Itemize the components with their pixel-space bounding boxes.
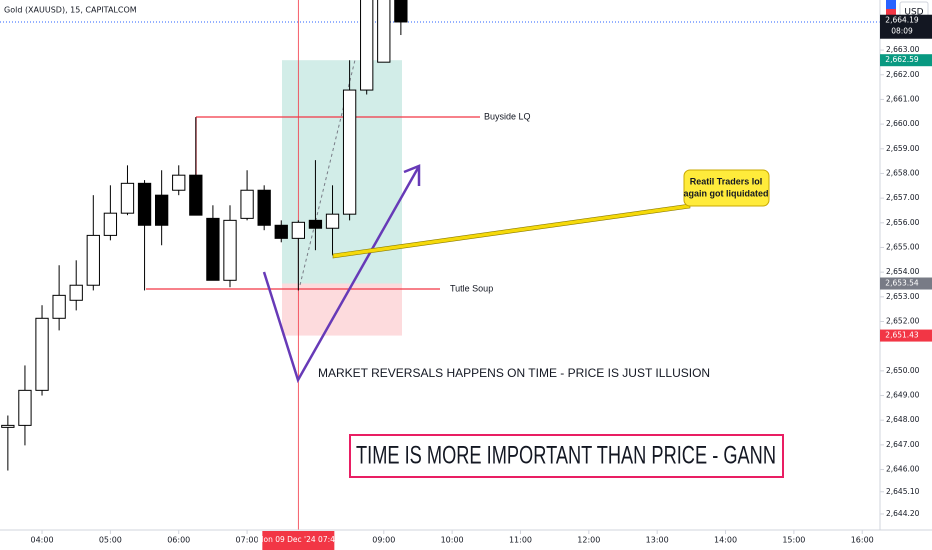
- current-price-bg: [880, 14, 932, 39]
- price-label: 2,662.59: [885, 55, 919, 64]
- candle-body: [154, 194, 169, 226]
- tutle-label: Tutle Soup: [450, 283, 493, 293]
- y-tick-label: 2,650.00: [886, 366, 920, 375]
- y-tick-label: 2,660.00: [886, 119, 920, 128]
- candle-body: [35, 317, 49, 391]
- buyside-label: Buyside LQ: [484, 111, 531, 121]
- price-label-bg: [880, 54, 932, 67]
- candle-body: [274, 224, 288, 239]
- candle-body: [86, 234, 100, 286]
- chart-title: Gold (XAUUSD), 15, CAPITALCOM: [4, 6, 137, 15]
- current-price: 2,664.19: [885, 16, 919, 25]
- reversal-text: MARKET REVERSALS HAPPENS ON TIME - PRICE…: [318, 366, 710, 380]
- x-tick-label: 07:00: [236, 536, 259, 545]
- gann-text: TIME IS MORE IMPORTANT THAN PRICE - GANN: [356, 442, 776, 470]
- arrow-head: [403, 164, 421, 186]
- x-tick-label: 14:00: [714, 536, 737, 545]
- target-zone: [282, 60, 402, 284]
- crosshair-label: Mon 09 Dec '24 07:45: [257, 535, 340, 544]
- ask-icon: [886, 0, 896, 9]
- candle-body: [52, 294, 66, 319]
- callout-box: [683, 169, 770, 207]
- x-tick-label: 16:00: [851, 536, 874, 545]
- price-label-bg: [880, 277, 932, 290]
- y-tick-label: 2,657.00: [886, 193, 920, 202]
- y-tick-label: 2,646.00: [886, 465, 920, 474]
- y-tick-label: 2,662.00: [886, 70, 920, 79]
- y-tick-label: 2,644.20: [886, 509, 920, 518]
- y-tick-label: 2,659.00: [886, 144, 920, 153]
- y-tick-label: 2,658.00: [886, 168, 920, 177]
- x-tick-label: 09:00: [372, 536, 395, 545]
- candle-body: [172, 174, 186, 191]
- x-tick-label: 12:00: [577, 536, 600, 545]
- candle-body: [223, 219, 237, 281]
- y-tick-label: 2,661.00: [886, 94, 920, 103]
- y-tick-label: 2,663.00: [886, 45, 920, 54]
- stop-zone: [282, 283, 402, 336]
- y-tick-label: 2,647.00: [886, 440, 920, 449]
- candle-body: [308, 219, 323, 229]
- y-tick-label: 2,645.10: [886, 487, 920, 496]
- candle-body: [257, 189, 271, 226]
- y-tick-label: 2,648.00: [886, 415, 920, 424]
- candle-body: [120, 182, 135, 214]
- callout-text: Reatil Traders lol: [690, 176, 763, 186]
- bid-icon: [886, 9, 896, 18]
- candle-body: [69, 284, 83, 301]
- x-tick-label: 05:00: [99, 536, 122, 545]
- candle-body: [103, 212, 118, 236]
- x-tick-label: 04:00: [31, 536, 54, 545]
- plot-area: [0, 0, 880, 530]
- y-tick-label: 2,655.00: [886, 242, 920, 251]
- candle-body: [240, 189, 254, 219]
- candle-body: [360, 0, 374, 91]
- y-tick-label: 2,654.00: [886, 267, 920, 276]
- countdown: 08:09: [891, 27, 913, 36]
- x-tick-label: 15:00: [782, 536, 805, 545]
- candle-body: [1, 424, 15, 428]
- candle-body: [137, 182, 152, 226]
- y-tick-label: 2,656.00: [886, 218, 920, 227]
- y-tick-label: 2,649.00: [886, 391, 920, 400]
- candle-body: [342, 89, 357, 215]
- x-tick-label: 10:00: [441, 536, 464, 545]
- currency[interactable]: USD: [904, 8, 923, 18]
- price-label-bg: [880, 329, 932, 342]
- price-label: 2,651.43: [885, 331, 919, 340]
- candle-body: [18, 389, 32, 426]
- x-tick-label: 13:00: [646, 536, 669, 545]
- v-arrow: [262, 167, 420, 384]
- candle-body: [206, 217, 220, 281]
- gann-box: [349, 434, 784, 478]
- candle-body: [189, 174, 203, 216]
- candle-body: [377, 0, 391, 63]
- candle-body: [325, 213, 340, 229]
- candle-body: [291, 221, 305, 239]
- candle-body: [394, 0, 408, 23]
- crosshair-label-bg: [262, 531, 335, 550]
- y-tick-label: 2,652.00: [886, 317, 920, 326]
- x-tick-label: 06:00: [167, 536, 190, 545]
- y-tick-label: 2,653.00: [886, 292, 920, 301]
- candles: [1, 0, 408, 471]
- callout-line: [332, 203, 691, 259]
- x-tick-label: 11:00: [509, 536, 532, 545]
- price-label: 2,653.54: [885, 279, 919, 288]
- callout-text: again got liquidated: [684, 188, 769, 198]
